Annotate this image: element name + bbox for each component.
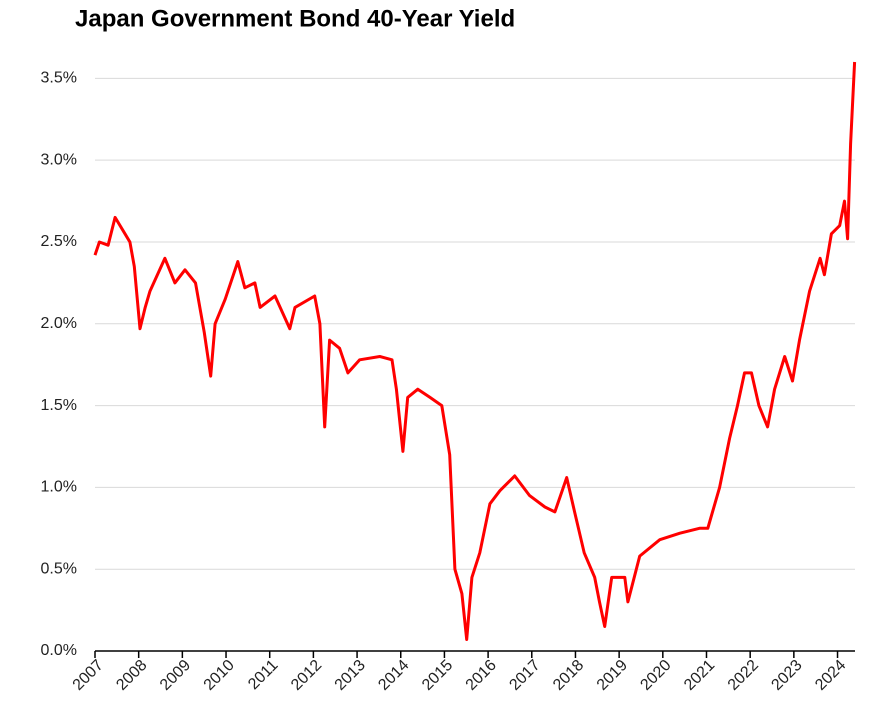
x-tick-label: 2014: [375, 657, 412, 694]
line-series: [93, 61, 857, 641]
x-tick-label: 2010: [201, 657, 238, 694]
x-tick-label: 2019: [594, 657, 631, 694]
y-tick-label: 0.0%: [41, 642, 77, 659]
y-tick-label: 2.0%: [41, 315, 77, 332]
x-tick-label: 2018: [550, 657, 587, 694]
x-tick-label: 2023: [768, 657, 805, 694]
y-tick-label: 2.5%: [41, 233, 77, 250]
x-tick-label: 2015: [419, 657, 456, 694]
chart-title: Japan Government Bond 40-Year Yield: [75, 5, 515, 32]
x-tick-label: 2008: [113, 657, 150, 694]
y-tick-label: 3.5%: [41, 70, 77, 87]
x-tick-label: 2024: [812, 657, 849, 694]
x-tick-label: 2009: [157, 657, 194, 694]
y-tick-label: 0.5%: [41, 560, 77, 577]
y-tick-label: 1.5%: [41, 397, 77, 414]
x-tick-label: 2017: [506, 657, 543, 694]
x-tick-label: 2011: [245, 657, 281, 693]
x-tick-label: 2021: [681, 657, 718, 694]
x-tick-label: 2016: [463, 657, 500, 694]
y-tick-label: 1.0%: [41, 479, 77, 496]
x-tick-label: 2020: [637, 657, 674, 694]
x-tick-label: 2012: [288, 657, 325, 694]
x-tick-label: 2022: [725, 657, 762, 694]
x-tick-label: 2013: [332, 657, 369, 694]
x-tick-label: 2007: [70, 657, 107, 694]
y-tick-label: 3.0%: [41, 151, 77, 168]
